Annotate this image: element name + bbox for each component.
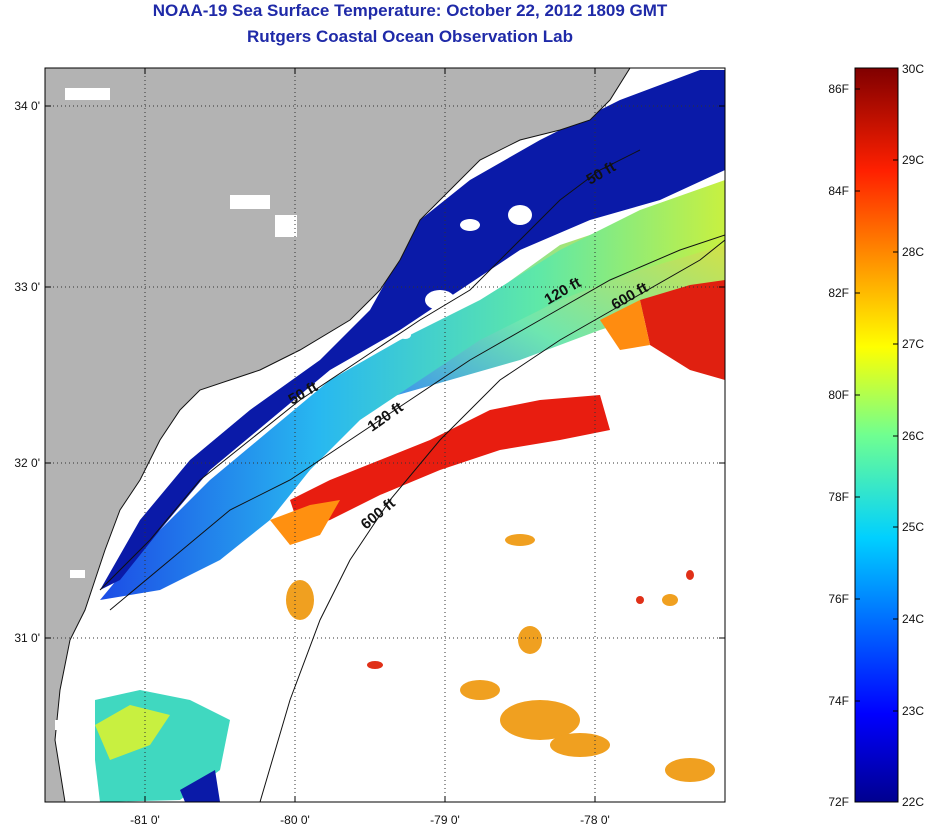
graticule bbox=[45, 68, 725, 802]
lat-label-33: 33 0' bbox=[14, 280, 40, 294]
colorbar-c-25: 25C bbox=[902, 520, 924, 534]
land bbox=[45, 68, 631, 802]
warm-eddy bbox=[640, 280, 725, 380]
colorbar-f-76: 76F bbox=[828, 592, 849, 606]
colorbar-c-22: 22C bbox=[902, 795, 924, 809]
colorbar bbox=[854, 67, 899, 803]
map-title: NOAA-19 Sea Surface Temperature: October… bbox=[152, 1, 668, 20]
colorbar-fahrenheit-labels: 86F 84F 82F 80F 78F 76F 74F 72F bbox=[828, 82, 849, 809]
colorbar-f-84: 84F bbox=[828, 184, 849, 198]
lat-label-31: 31 0' bbox=[14, 631, 40, 645]
colorbar-c-30: 30C bbox=[902, 62, 924, 76]
colorbar-c-29: 29C bbox=[902, 153, 924, 167]
warm-eddy-edge bbox=[600, 300, 650, 350]
southwest-warm-water bbox=[95, 705, 170, 760]
colorbar-f-82: 82F bbox=[828, 286, 849, 300]
colorbar-c-28: 28C bbox=[902, 245, 924, 259]
colorbar-celsius-labels: 30C 29C 28C 27C 26C 25C 24C 23C 22C bbox=[902, 62, 924, 809]
warm-patches bbox=[286, 534, 715, 782]
lon-label-81: -81 0' bbox=[130, 813, 160, 827]
gulf-stream-edge bbox=[270, 500, 340, 545]
southwest-cold-water bbox=[180, 770, 220, 802]
depth-contours bbox=[99, 149, 725, 802]
map-subtitle: Rutgers Coastal Ocean Observation Lab bbox=[247, 27, 573, 46]
hot-spots bbox=[367, 570, 694, 669]
colorbar-f-74: 74F bbox=[828, 694, 849, 708]
lon-label-80: -80 0' bbox=[280, 813, 310, 827]
frame-ticks bbox=[45, 68, 725, 802]
lat-label-34: 34 0' bbox=[14, 99, 40, 113]
shelf-water bbox=[100, 180, 725, 600]
map-frame bbox=[44, 67, 726, 803]
land-cloud-patches bbox=[55, 88, 297, 730]
lon-label-79: -79 0' bbox=[430, 813, 460, 827]
map-area bbox=[45, 68, 725, 802]
colorbar-ticks bbox=[855, 88, 898, 712]
colorbar-f-78: 78F bbox=[828, 490, 849, 504]
colorbar-f-80: 80F bbox=[828, 388, 849, 402]
colorbar-c-27: 27C bbox=[902, 337, 924, 351]
lat-label-32: 32 0' bbox=[14, 456, 40, 470]
colorbar-c-26: 26C bbox=[902, 429, 924, 443]
colorbar-c-24: 24C bbox=[902, 612, 924, 626]
cold-coastal-water bbox=[100, 70, 725, 590]
colorbar-c-23: 23C bbox=[902, 704, 924, 718]
lon-label-78: -78 0' bbox=[580, 813, 610, 827]
colorbar-f-72: 72F bbox=[828, 795, 849, 809]
colorbar-f-86: 86F bbox=[828, 82, 849, 96]
